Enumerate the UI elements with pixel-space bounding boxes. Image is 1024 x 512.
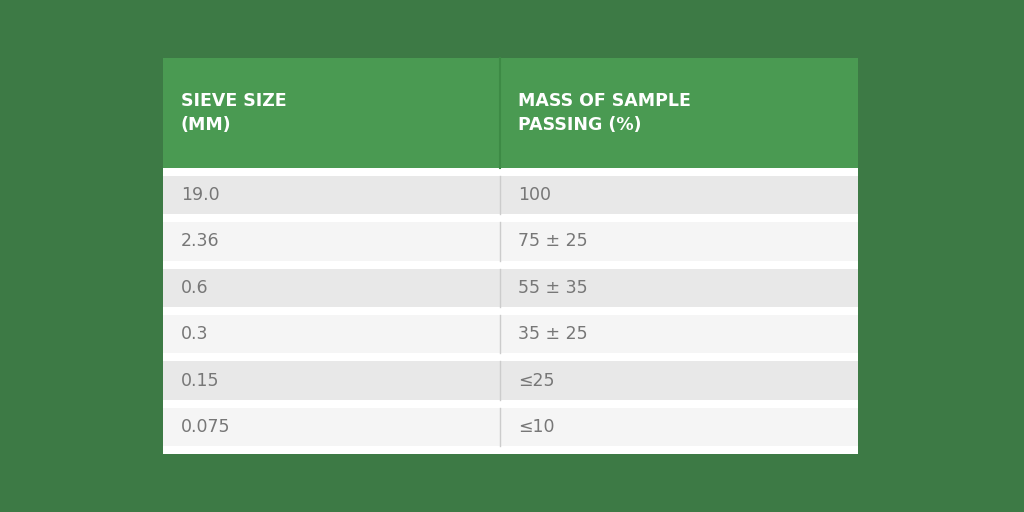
Bar [163,58,858,454]
Text: 0.6: 0.6 [181,279,209,297]
Text: 0.3: 0.3 [181,325,209,343]
Text: ≤10: ≤10 [518,418,555,436]
Bar [163,176,500,215]
Bar [163,269,500,307]
Bar [500,222,858,261]
Text: 2.36: 2.36 [181,232,219,250]
Bar [500,176,858,215]
Text: ≤25: ≤25 [518,372,555,390]
Text: 19.0: 19.0 [181,186,219,204]
Bar [500,361,858,400]
Bar [163,315,500,353]
Text: SIEVE SIZE
(MM): SIEVE SIZE (MM) [181,92,287,135]
Text: 55 ± 35: 55 ± 35 [518,279,588,297]
Bar [163,408,500,446]
Bar [163,361,500,400]
Bar [163,222,500,261]
Text: 0.15: 0.15 [181,372,219,390]
Text: 35 ± 25: 35 ± 25 [518,325,588,343]
Bar [500,408,858,446]
Bar [163,58,858,168]
Bar [500,269,858,307]
Text: 75 ± 25: 75 ± 25 [518,232,588,250]
Text: 100: 100 [518,186,551,204]
Bar [500,315,858,353]
Text: MASS OF SAMPLE
PASSING (%): MASS OF SAMPLE PASSING (%) [518,92,691,135]
Text: 0.075: 0.075 [181,418,230,436]
